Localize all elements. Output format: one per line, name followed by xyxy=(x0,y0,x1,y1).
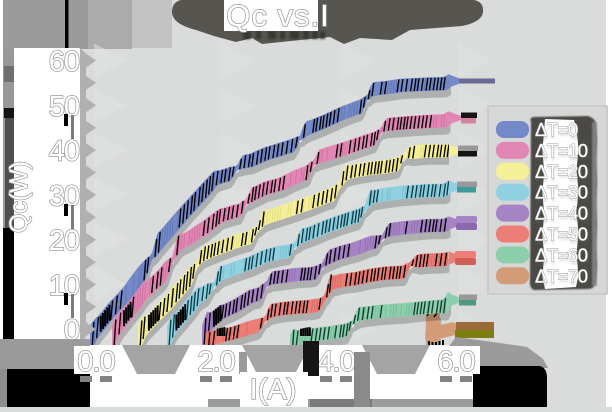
svg-text:Qc(W): Qc(W) xyxy=(5,161,33,233)
svg-text:40: 40 xyxy=(49,136,79,168)
svg-text:ΔT=20: ΔT=20 xyxy=(535,165,589,186)
svg-text:ΔT=70: ΔT=70 xyxy=(535,269,589,290)
svg-text:ΔT=40: ΔT=40 xyxy=(535,207,589,228)
svg-text:2.0: 2.0 xyxy=(197,346,234,378)
svg-text:ΔT=0: ΔT=0 xyxy=(535,119,578,140)
svg-text:ΔT=20: ΔT=20 xyxy=(535,161,588,182)
svg-text:6.0: 6.0 xyxy=(437,346,474,378)
svg-text:ΔT=70: ΔT=70 xyxy=(535,265,588,286)
svg-text:4.0: 4.0 xyxy=(317,346,354,378)
svg-text:ΔT=30: ΔT=30 xyxy=(535,186,589,207)
svg-text:ΔT=60: ΔT=60 xyxy=(535,244,588,265)
svg-text:0: 0 xyxy=(64,315,79,347)
svg-text:ΔT=10: ΔT=10 xyxy=(535,140,588,161)
svg-text:60: 60 xyxy=(49,46,79,78)
svg-text:ΔT=50: ΔT=50 xyxy=(535,224,588,245)
svg-text:ΔT=10: ΔT=10 xyxy=(535,144,589,165)
svg-text:I(A): I(A) xyxy=(250,374,297,406)
svg-text:ΔT=30: ΔT=30 xyxy=(535,182,588,203)
svg-text:ΔT=40: ΔT=40 xyxy=(535,203,588,224)
svg-text:10: 10 xyxy=(49,270,79,302)
svg-text:20: 20 xyxy=(49,225,79,257)
svg-text:ΔT=60: ΔT=60 xyxy=(535,248,589,269)
svg-text:0.0: 0.0 xyxy=(77,346,114,378)
svg-text:50: 50 xyxy=(49,91,79,123)
svg-text:Qc vs.I: Qc vs.I xyxy=(226,0,329,33)
svg-text:ΔT=0: ΔT=0 xyxy=(535,123,579,144)
svg-text:30: 30 xyxy=(49,180,79,212)
svg-text:ΔT=50: ΔT=50 xyxy=(535,228,589,249)
